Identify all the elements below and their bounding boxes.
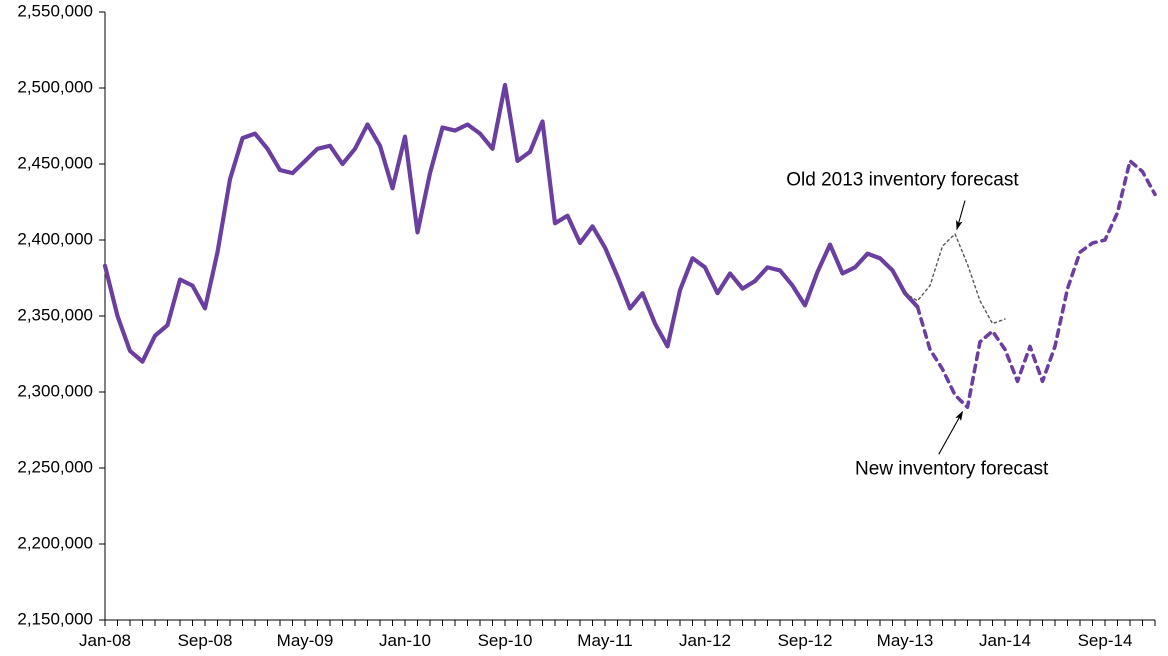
chart-svg: 2,150,000 2,200,000 2,250,000 2,300,000 2,35…	[0, 0, 1168, 656]
y-tick-label: 2,550,000	[17, 1, 93, 20]
y-tick-label: 2,400,000	[17, 229, 93, 248]
y-tick-label: 2,250,000	[17, 457, 93, 476]
x-tick-label: Sep-14	[1078, 631, 1133, 650]
x-tick-label: May-13	[877, 631, 934, 650]
y-tick-label: 2,500,000	[17, 77, 93, 96]
x-tick-label: Jan-08	[79, 631, 131, 650]
x-tick-label: Jan-12	[679, 631, 731, 650]
y-tick-label: 2,300,000	[17, 381, 93, 400]
y-tick-label: 2,150,000	[17, 609, 93, 628]
annotation-new-label: New inventory forecast	[855, 459, 1049, 480]
x-tick-label: Sep-10	[478, 631, 533, 650]
x-tick-label: Jan-10	[379, 631, 431, 650]
inventory-line-chart: 2,150,000 2,200,000 2,250,000 2,300,000 2,35…	[0, 0, 1168, 656]
x-tick-label: Jan-14	[979, 631, 1031, 650]
y-tick-label: 2,200,000	[17, 533, 93, 552]
x-tick-label: Sep-08	[178, 631, 233, 650]
annotation-old-label: Old 2013 inventory forecast	[786, 170, 1019, 191]
x-tick-label: May-11	[577, 631, 632, 650]
y-tick-label: 2,450,000	[17, 153, 93, 172]
y-tick-label: 2,350,000	[17, 305, 93, 324]
x-tick-label: May-09	[277, 631, 334, 650]
chart-bg	[0, 0, 1168, 656]
x-tick-label: Sep-12	[778, 631, 833, 650]
